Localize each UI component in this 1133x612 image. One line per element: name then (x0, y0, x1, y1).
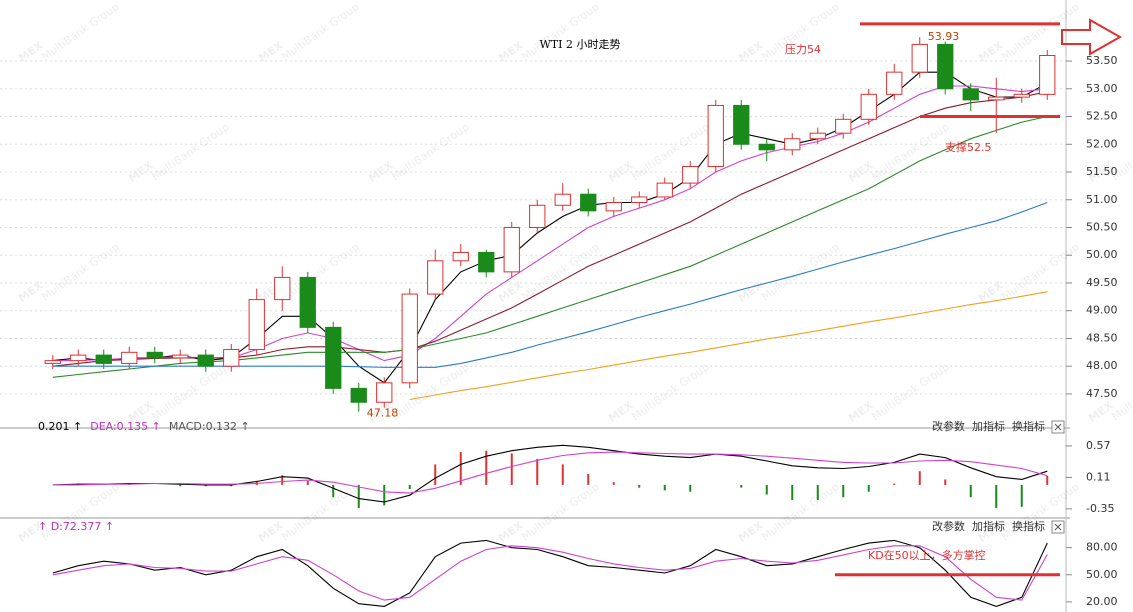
indicator-value: 0.201 ↑ (38, 420, 82, 433)
candle-body (376, 382, 393, 403)
candle-body (937, 43, 954, 90)
candle-body (503, 226, 520, 273)
candle-body (784, 138, 801, 151)
panel-button[interactable]: 改参数 (932, 519, 965, 533)
y-tick-label: 51.00 (1086, 193, 1118, 206)
ma-line (52, 115, 1048, 378)
indicator-value: DEA:0.135 ↑ (90, 420, 161, 433)
candle-body (427, 260, 444, 295)
panel-button[interactable]: 换指标 (1012, 419, 1045, 433)
y-tick-label: 49.00 (1086, 304, 1118, 317)
y-tick-label: 0.57 (1086, 439, 1111, 452)
candle-body (809, 132, 826, 140)
ma-line (52, 71, 1048, 384)
candle-body (172, 354, 189, 359)
y-tick-label: 47.50 (1086, 387, 1118, 400)
chart-title: WTI 2 小时走势 (540, 38, 621, 51)
y-tick-label: 48.00 (1086, 359, 1118, 372)
y-tick-label: 52.50 (1086, 110, 1118, 123)
panel-button[interactable]: 加指标 (972, 519, 1005, 533)
candle-body (1013, 93, 1030, 98)
candle-body (554, 193, 571, 206)
candle-body (70, 354, 87, 362)
panel-button[interactable]: 改参数 (932, 419, 965, 433)
y-tick-label: 50.50 (1086, 220, 1118, 233)
close-icon (1054, 523, 1062, 531)
arrow-icon (1061, 18, 1123, 56)
candle-body (248, 299, 265, 351)
y-tick-label: 50.00 (1086, 568, 1118, 581)
candle-body (325, 326, 342, 389)
candle-body (44, 360, 61, 364)
y-tick-label: 48.50 (1086, 331, 1118, 344)
candle-body (299, 276, 316, 328)
candle-body (350, 387, 367, 403)
annotation: 支撑52.5 (945, 140, 992, 154)
indicator-value: MACD:0.132 ↑ (169, 420, 250, 433)
panel-button[interactable]: 加指标 (972, 419, 1005, 433)
candle-body (631, 196, 648, 204)
candle-body (274, 276, 291, 301)
ma-line (52, 444, 1048, 503)
candle-body (401, 293, 418, 384)
ma-line (52, 201, 1048, 368)
candle-body (886, 71, 903, 95)
y-tick-label: 50.00 (1086, 248, 1118, 261)
ma-line (52, 91, 1048, 367)
low-label: 47.18 (367, 407, 399, 420)
candle-body (529, 204, 546, 228)
y-tick-label: -0.35 (1086, 502, 1114, 515)
candle-body (95, 354, 112, 364)
candle-body (758, 143, 775, 151)
high-label: 53.93 (928, 30, 960, 43)
y-tick-label: 53.00 (1086, 82, 1118, 95)
ma-line (52, 539, 1048, 607)
y-tick-label: 0.11 (1086, 470, 1111, 483)
candle-body (988, 96, 1005, 101)
ma-line (409, 291, 1048, 401)
y-tick-label: 80.00 (1086, 541, 1118, 554)
candle-body (962, 88, 979, 101)
annotation: 压力54 (785, 43, 821, 56)
y-tick-label: 49.50 (1086, 276, 1118, 289)
annotation: KD在50以上，多方掌控 (868, 548, 986, 562)
y-tick-label: 53.50 (1086, 54, 1118, 67)
ma-line (52, 545, 1048, 601)
candle-body (478, 251, 495, 273)
candle-body (707, 104, 724, 167)
candle-body (605, 202, 622, 212)
y-tick-label: 20.00 (1086, 595, 1118, 608)
candle-body (682, 165, 699, 184)
candle-body (733, 104, 750, 145)
candle-body (911, 43, 928, 73)
candle-body (197, 354, 214, 367)
candle-body (835, 118, 852, 134)
indicator-value: ↑ D:72.377 ↑ (38, 520, 114, 533)
candle-body (452, 251, 469, 262)
candle-body (580, 193, 597, 212)
y-tick-label: 52.00 (1086, 137, 1118, 150)
panel-button[interactable]: 换指标 (1012, 519, 1045, 533)
candle-body (1039, 55, 1056, 95)
y-tick-label: 51.50 (1086, 165, 1118, 178)
candle-body (121, 351, 138, 364)
candle-body (223, 349, 240, 367)
plot: 47.50 48.00 48.50 49.00 49.50 50.00 50.50 51.00… (0, 22, 1118, 608)
close-icon (1054, 423, 1062, 431)
candle-body (860, 93, 877, 120)
candle-body (656, 182, 673, 198)
ma-line (52, 451, 1048, 494)
candle-body (146, 351, 163, 359)
